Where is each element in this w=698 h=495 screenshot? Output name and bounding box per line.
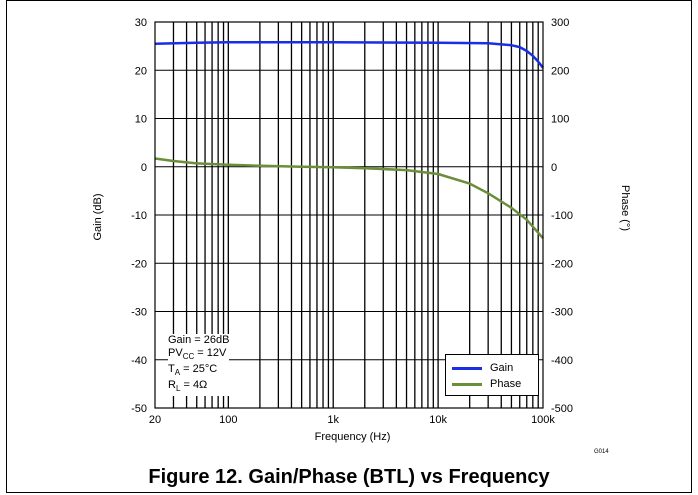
x-tick-label: 20 <box>149 414 161 426</box>
legend-label-gain: Gain <box>490 362 514 374</box>
x-tick-label: 100k <box>531 414 555 426</box>
y-tick-label: 10 <box>135 114 147 126</box>
figure-frame <box>6 0 692 493</box>
x-tick-label: 100 <box>219 414 237 426</box>
legend-swatch-phase <box>452 382 482 386</box>
condition-pvcc: PVCC = 12V <box>168 347 227 362</box>
y-axis-label-right: Phase (°) <box>619 185 631 231</box>
y-tick-label: -50 <box>131 403 147 415</box>
x-axis-label: Frequency (Hz) <box>314 431 391 443</box>
figure-code: G014 <box>594 449 609 455</box>
y-tick-label: 20 <box>135 65 147 77</box>
series-layer <box>154 41 544 240</box>
y-tick-label: -20 <box>131 258 147 270</box>
legend: Gain Phase <box>445 354 539 396</box>
y-axis-label-left: Gain (dB) <box>92 193 104 241</box>
x-tick-label: 1k <box>327 414 339 426</box>
condition-rl: RL = 4Ω <box>168 379 208 394</box>
y2-tick-label: 100 <box>551 114 569 126</box>
y2-tick-label: 0 <box>551 162 557 174</box>
y2-tick-label: -200 <box>551 258 573 270</box>
tick-label-layer: 3020100-10-20-30-40-503002001000-100-200… <box>131 17 573 426</box>
legend-item-phase: Phase <box>452 377 521 391</box>
y-tick-label: 0 <box>141 162 147 174</box>
series-line-phase <box>154 157 544 240</box>
legend-item-gain: Gain <box>452 361 513 375</box>
figure-caption: Figure 12. Gain/Phase (BTL) vs Frequency <box>148 466 550 488</box>
y-tick-label: -10 <box>131 210 147 222</box>
y2-tick-label: -500 <box>551 403 573 415</box>
condition-gain: Gain = 26dB <box>168 334 230 346</box>
x-tick-label: 10k <box>429 414 447 426</box>
y2-tick-label: 300 <box>551 17 569 29</box>
test-conditions-box: Gain = 26dB PVCC = 12V TA = 25°C RL = 4Ω <box>168 334 230 396</box>
plot-border <box>154 21 544 409</box>
y2-tick-label: -100 <box>551 210 573 222</box>
y2-tick-label: -300 <box>551 307 573 319</box>
legend-label-phase: Phase <box>490 378 522 390</box>
series-line-gain <box>154 41 544 69</box>
y-tick-label: 30 <box>135 17 147 29</box>
y2-tick-label: 200 <box>551 65 569 77</box>
y2-tick-label: -400 <box>551 355 573 367</box>
legend-swatch-gain <box>452 366 482 370</box>
frame-top-border <box>6 0 692 1</box>
y-tick-label: -30 <box>131 307 147 319</box>
y-tick-label: -40 <box>131 355 147 367</box>
condition-ta: TA = 25°C <box>168 363 218 378</box>
